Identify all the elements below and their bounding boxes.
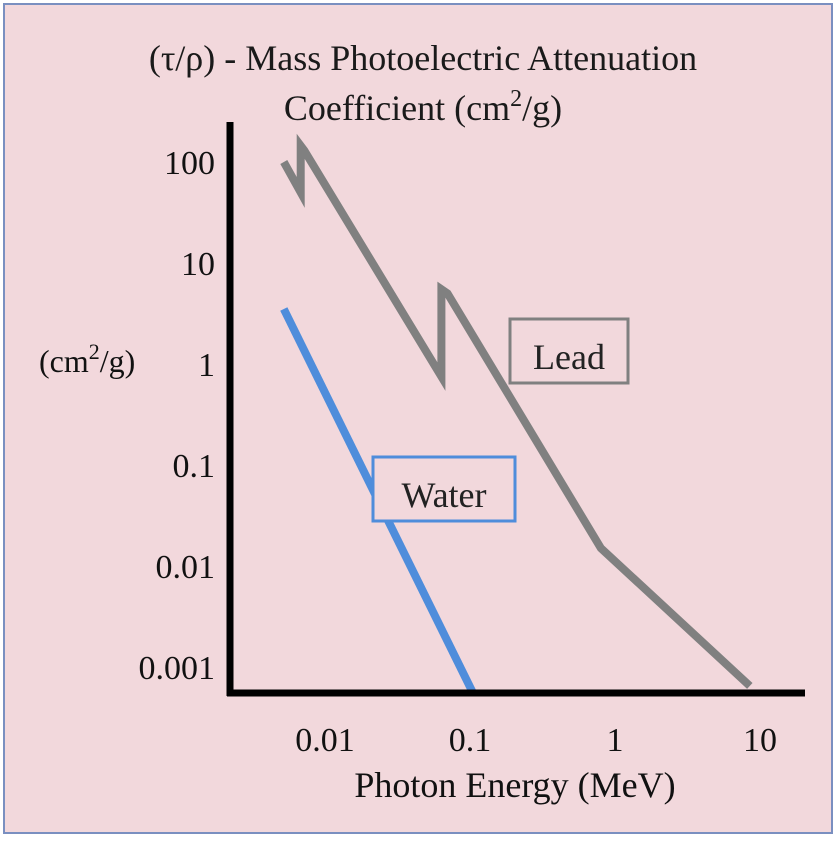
x-tick-label-1: 0.1 [449,722,492,759]
series-layer [280,133,753,695]
y-axis-unit-label: (cm2/g) [39,339,135,379]
chart-title-line2: Coefficient (cm2/g) [284,86,562,128]
y-tick-label-5: 0.001 [139,650,216,687]
y-tick-label-0: 100 [164,145,215,182]
chart-title-line2-post: /g) [522,88,562,128]
chart-title-line2-sup: 2 [510,86,522,112]
series-labels: Lead Water [371,317,630,523]
x-tick-labels: 0.01 0.1 1 10 [295,722,777,759]
y-axis-unit-sup: 2 [89,339,100,364]
x-tick-label-2: 1 [607,722,624,759]
series-label-text-water: Water [401,475,486,515]
y-tick-label-1: 10 [181,246,215,283]
chart-svg: (τ/ρ) - Mass Photoelectric Attenuation C… [39,38,805,805]
y-tick-label-3: 0.1 [173,448,216,485]
series-label-box-lead [508,317,630,385]
chart-title-line2-pre: Coefficient (cm [284,88,510,128]
series-line-lead [280,133,753,689]
chart-title-line1: (τ/ρ) - Mass Photoelectric Attenuation [149,38,697,78]
x-axis-title: Photon Energy (MeV) [354,765,675,805]
series-label-water: Water [371,455,517,523]
y-tick-labels: 100 10 1 0.1 0.01 0.001 [139,145,216,687]
x-tick-label-0: 0.01 [295,722,355,759]
y-axis-unit-pre: (cm [39,343,89,379]
y-tick-label-4: 0.01 [156,549,216,586]
series-label-lead: Lead [508,317,630,385]
y-tick-label-2: 1 [198,347,215,384]
x-tick-label-3: 10 [743,722,777,759]
series-label-box-water [371,455,517,523]
chart-frame: (τ/ρ) - Mass Photoelectric Attenuation C… [3,3,833,834]
series-label-text-lead: Lead [533,337,605,377]
y-axis-unit-post: /g) [100,343,136,379]
